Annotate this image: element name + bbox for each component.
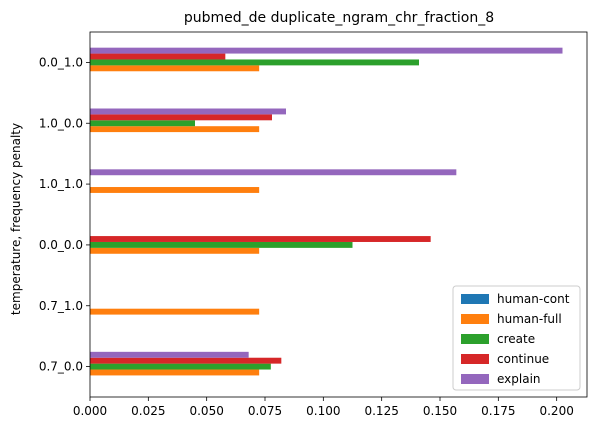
bar-continue-0.7_0.0 bbox=[90, 357, 282, 364]
x-ticks-group: 0.000 0.025 0.050 0.075 0.100 0.125 0.150 0.175… bbox=[73, 397, 574, 418]
x-tick-label: 0.200 bbox=[539, 404, 573, 418]
legend-label-human-full: human-full bbox=[497, 312, 562, 326]
legend-label-explain: explain bbox=[497, 372, 541, 386]
x-tick-label: 0.050 bbox=[189, 404, 223, 418]
y-tick-label: 0.7_1.0 bbox=[39, 299, 83, 313]
bar-create-1.0_0.0 bbox=[90, 120, 195, 127]
plot-frame bbox=[89, 31, 588, 398]
y-tick-label: 0.7_0.0 bbox=[39, 360, 83, 374]
x-tick-label: 0.175 bbox=[481, 404, 515, 418]
bar-explain-1.0_0.0 bbox=[90, 108, 286, 115]
legend-label-continue: continue bbox=[497, 352, 549, 366]
legend-label-create: create bbox=[497, 332, 535, 346]
legend-swatch-explain bbox=[461, 374, 489, 384]
legend-label-human-cont: human-cont bbox=[497, 292, 570, 306]
y-tick-label: 0.0_0.0 bbox=[39, 238, 83, 252]
bar-create-0.7_0.0 bbox=[90, 363, 271, 370]
bar-continue-0.0_1.0 bbox=[90, 53, 226, 60]
bar-explain-0.7_0.0 bbox=[90, 351, 249, 358]
y-tick-label: 1.0_1.0 bbox=[39, 177, 83, 191]
bar-human-full-1.0_1.0 bbox=[90, 187, 260, 193]
legend-swatch-human-full bbox=[461, 314, 489, 324]
bar-human-full-0.0_0.0 bbox=[90, 247, 260, 254]
legend-swatch-create bbox=[461, 334, 489, 344]
x-tick-label: 0.150 bbox=[423, 404, 457, 418]
x-tick-label: 0.025 bbox=[131, 404, 165, 418]
x-tick-label: 0.075 bbox=[248, 404, 282, 418]
bar-explain-1.0_1.0 bbox=[90, 169, 457, 176]
y-axis-label: temperature, frequency penalty bbox=[9, 123, 23, 315]
bar-create-0.0_1.0 bbox=[90, 59, 419, 66]
x-tick-label: 0.100 bbox=[306, 404, 340, 418]
x-tick-label: 0.125 bbox=[364, 404, 398, 418]
y-tick-label: 0.0_1.0 bbox=[39, 55, 83, 69]
bar-human-full-1.0_0.0 bbox=[90, 126, 260, 133]
bar-create-0.0_0.0 bbox=[90, 241, 353, 248]
legend-swatch-continue bbox=[461, 354, 489, 364]
bar-continue-0.0_0.0 bbox=[90, 236, 431, 242]
x-tick-label: 0.000 bbox=[73, 404, 107, 418]
y-ticks-group: 0.0_1.0 1.0_0.0 1.0_1.0 0.0_0.0 0.7_1.0 0.7_0… bbox=[39, 55, 90, 374]
y-tick-label: 1.0_0.0 bbox=[39, 116, 83, 130]
bar-continue-1.0_0.0 bbox=[90, 114, 272, 121]
bar-human-full-0.0_1.0 bbox=[90, 65, 260, 72]
legend-swatch-human-cont bbox=[461, 294, 489, 304]
bar-human-full-0.7_1.0 bbox=[90, 308, 260, 315]
bars-group bbox=[90, 47, 563, 376]
chart-title: pubmed_de duplicate_ngram_chr_fraction_8 bbox=[184, 10, 494, 26]
bar-explain-0.0_1.0 bbox=[90, 47, 563, 54]
legend: human-cont human-full create continue explai… bbox=[452, 285, 581, 391]
bar-human-full-0.7_0.0 bbox=[90, 369, 260, 376]
